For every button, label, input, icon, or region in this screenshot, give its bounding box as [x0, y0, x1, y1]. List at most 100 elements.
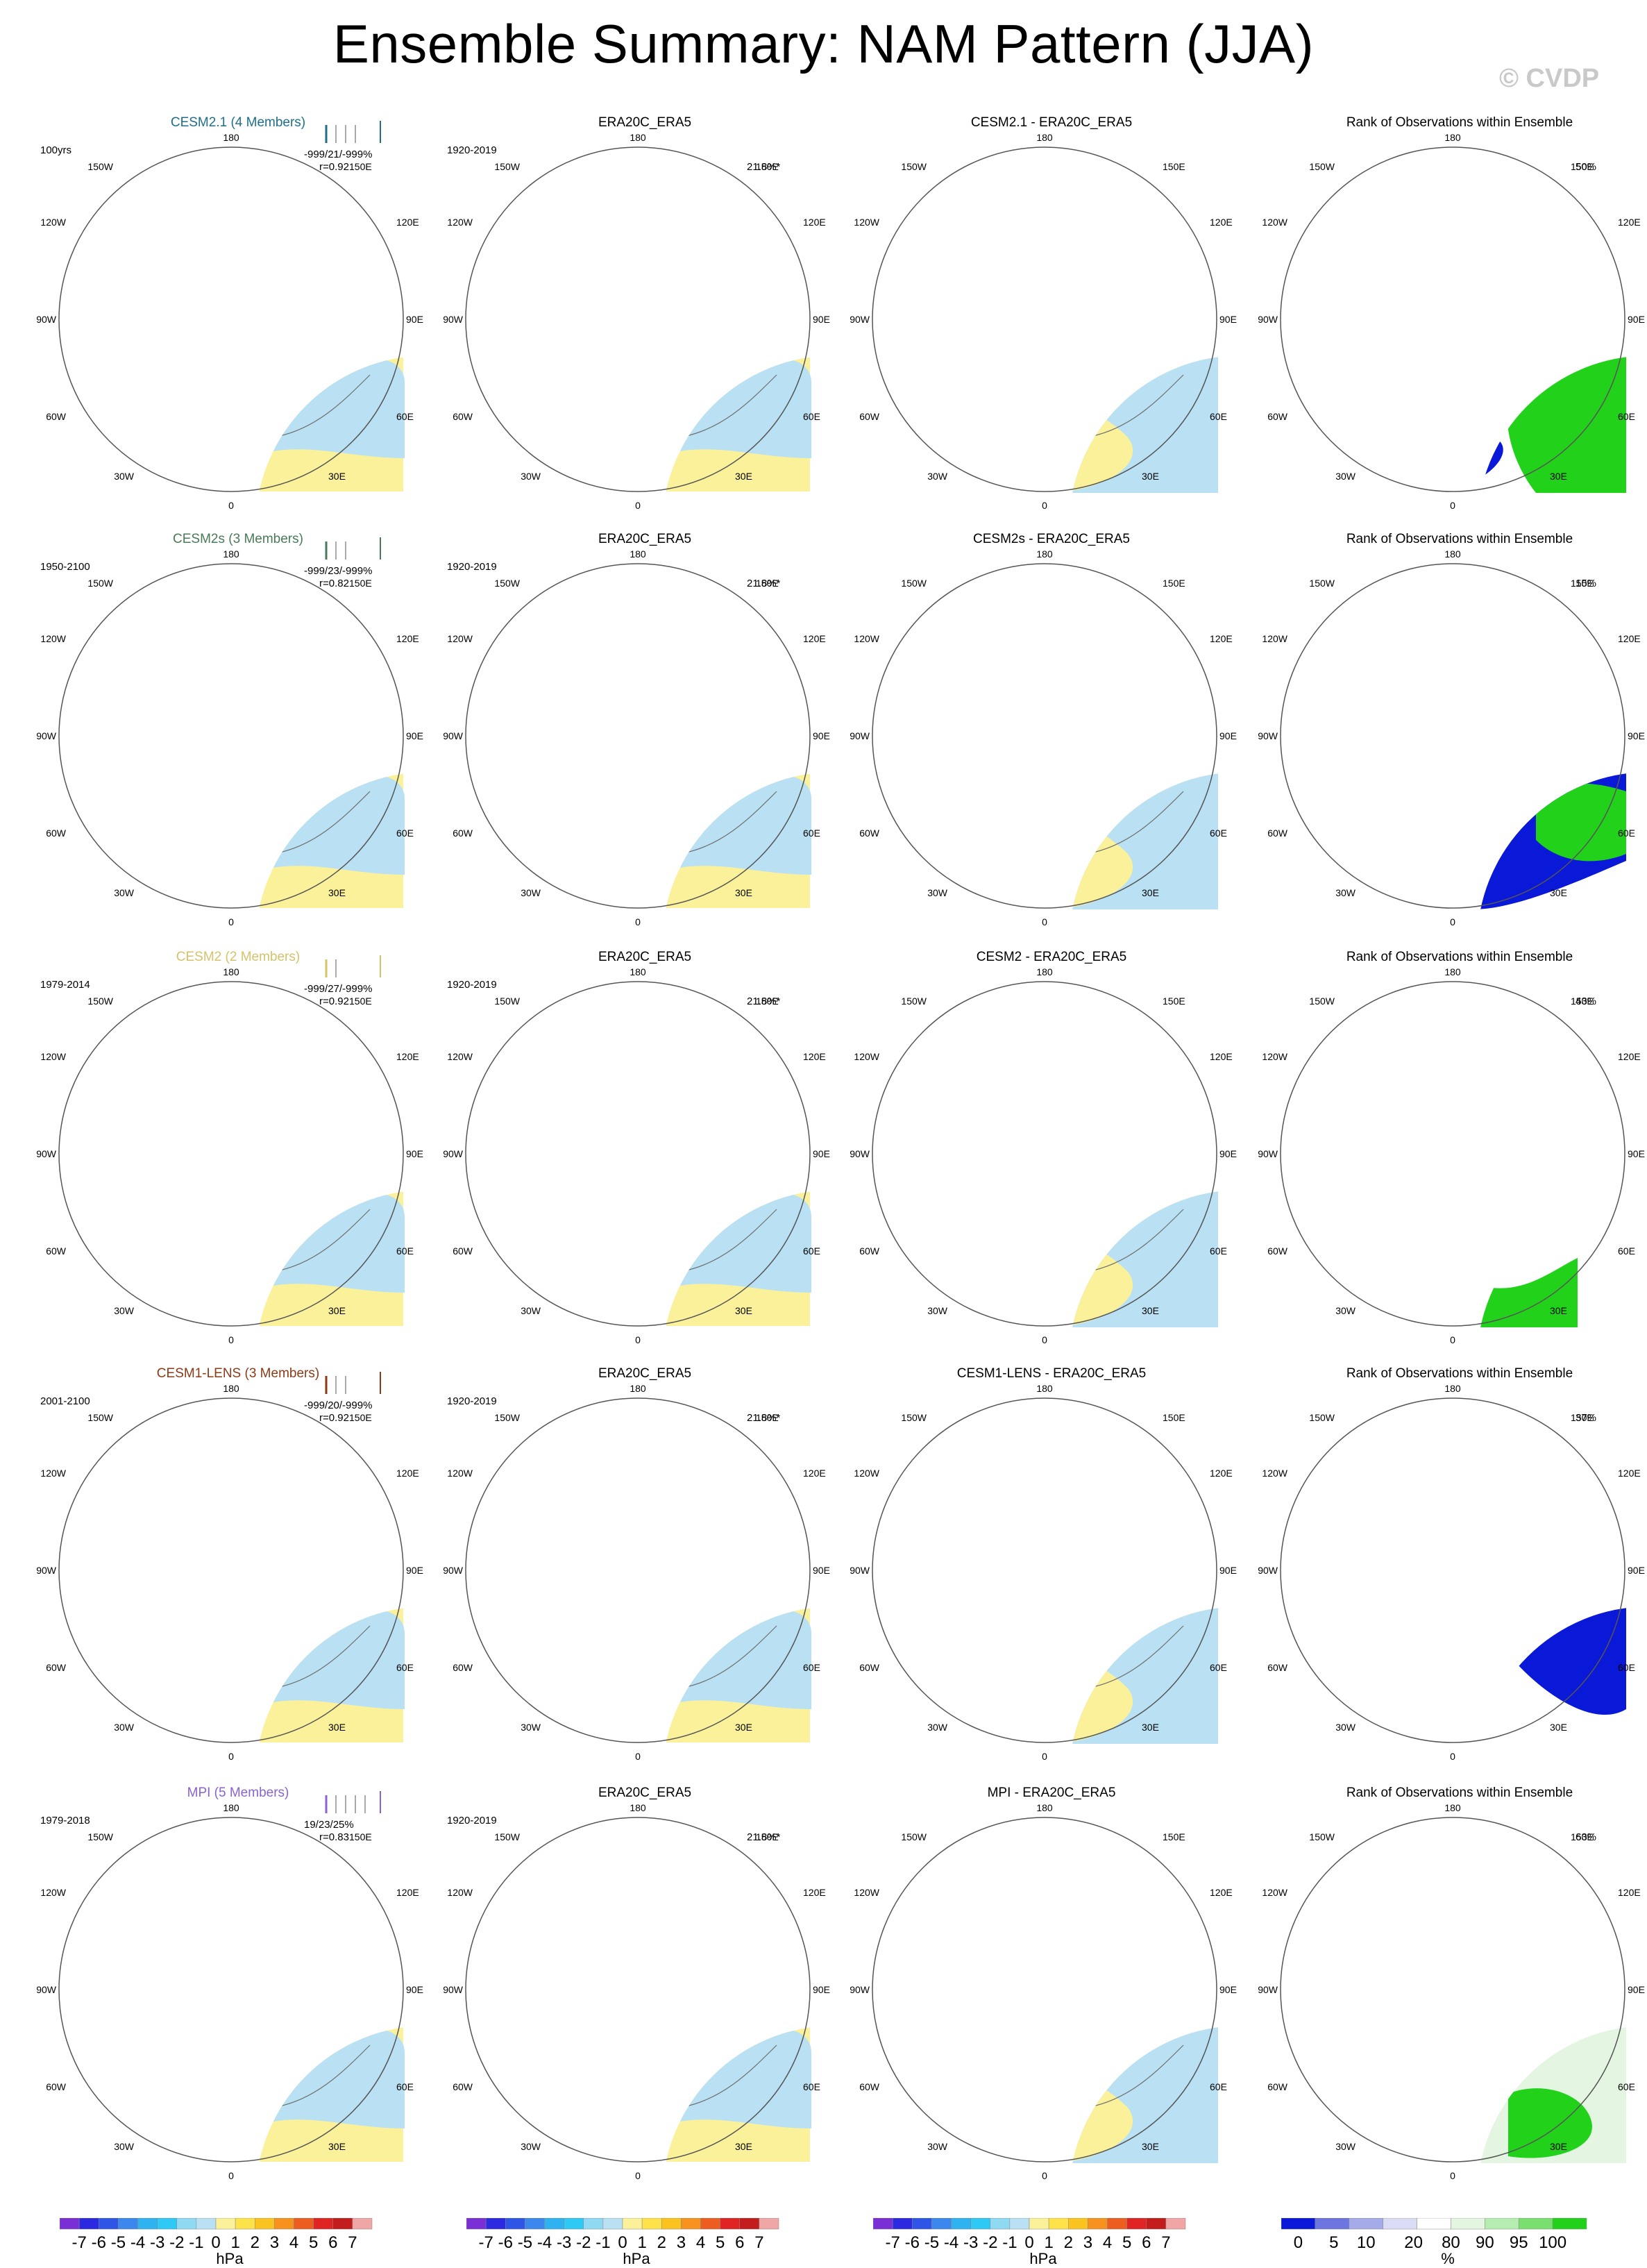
longitude-label: 30E [1142, 1722, 1159, 1733]
colorbar-swatch [60, 2218, 80, 2230]
polar-map [465, 563, 811, 909]
longitude-label: 90E [813, 1984, 830, 1995]
longitude-label: 150W [1309, 1831, 1335, 1842]
longitude-label: 30E [328, 887, 346, 898]
longitude-label: 90E [813, 314, 830, 325]
longitude-label: 0 [1042, 2170, 1047, 2181]
longitude-label: 0 [635, 500, 641, 511]
longitude-label: 120E [1618, 1051, 1641, 1062]
longitude-label: 30W [927, 1722, 947, 1733]
colorbar-swatch [990, 2218, 1011, 2230]
map-field [662, 772, 811, 908]
longitude-label: 60E [803, 2081, 820, 2092]
longitude-label: 30W [1335, 471, 1355, 482]
rank-pct: 63% [1576, 1831, 1597, 1843]
longitude-label: 180 [630, 548, 646, 560]
longitude-label: 150W [1309, 1412, 1335, 1423]
colorbar-tick-label: -1 [189, 2233, 204, 2252]
ensemble-ticks [325, 121, 381, 143]
longitude-label: 90W [1258, 1148, 1278, 1159]
colorbar-swatch [255, 2218, 275, 2230]
panel-title: ERA20C_ERA5 [598, 1366, 692, 1381]
longitude-label: 90W [850, 1984, 870, 1995]
longitude-label: 0 [1042, 1751, 1047, 1762]
longitude-label: 120W [447, 1468, 473, 1479]
longitude-label: 90E [1628, 730, 1645, 741]
map-field [255, 772, 405, 908]
obs-pct: 21.8%* [747, 996, 781, 1007]
longitude-label: 90W [850, 314, 870, 325]
colorbar-tick-label: 95 [1509, 2233, 1528, 2252]
colorbar-tick-label: -7 [885, 2233, 900, 2252]
colorbar-swatch [622, 2218, 643, 2230]
longitude-label: 0 [1042, 916, 1047, 927]
longitude-label: 60W [453, 411, 473, 422]
longitude-label: 0 [635, 1751, 641, 1762]
polar-map [1280, 146, 1626, 493]
colorbar-tick-label: 10 [1356, 2233, 1376, 2252]
colorbar-swatch [1088, 2218, 1108, 2230]
colorbar-swatch [681, 2218, 701, 2230]
longitude-label: 150E [756, 1412, 779, 1423]
colorbar-swatches [873, 2218, 1186, 2230]
longitude-label: 120E [1618, 1468, 1641, 1479]
panel-title: Rank of Observations within Ensemble [1346, 532, 1573, 546]
polar-map [465, 981, 811, 1327]
colorbar-swatch [157, 2218, 177, 2230]
longitude-label: 30E [1142, 471, 1159, 482]
longitude-label: 60W [1267, 411, 1287, 422]
colorbar-tick-label: -3 [963, 2233, 979, 2252]
panel-model-row-1: CESM2.1 (4 Members) 180 0 150W 150E 120W 120E 9… [35, 111, 441, 528]
panel-diff-row-4: CESM1-LENS - ERA20C_ERA5 180 0 150W 150E 120W… [848, 1362, 1255, 1779]
period-label: 2001-2100 [40, 1395, 90, 1407]
panel-rank-row-5: Rank of Observations within Ensemble 180 0… [1256, 1781, 1647, 2198]
map-field [662, 1606, 811, 1742]
longitude-label: 60W [859, 2081, 879, 2092]
colorbar-swatch [720, 2218, 740, 2230]
longitude-label: 60E [803, 1245, 820, 1257]
longitude-label: 120E [803, 1051, 826, 1062]
panel-diff-row-1: CESM2.1 - ERA20C_ERA5 180 0 150W 150E 120W 120… [848, 111, 1255, 528]
longitude-label: 150E [1571, 996, 1594, 1007]
longitude-label: 120W [854, 1051, 879, 1062]
longitude-label: 0 [635, 916, 641, 927]
panel-title: CESM1-LENS (3 Members) [156, 1366, 320, 1381]
panel-obs-row-1: ERA20C_ERA5 180 0 150W 150E 120W 120E 90W 90E 60W… [441, 111, 848, 528]
longitude-label: 0 [1450, 916, 1455, 927]
colorbar-swatch [700, 2218, 720, 2230]
longitude-label: 90W [443, 730, 463, 741]
longitude-label: 30W [1335, 1722, 1355, 1733]
colorbar-unit: % [1441, 2250, 1455, 2267]
longitude-label: 90W [1258, 730, 1278, 741]
longitude-label: 90W [1258, 1565, 1278, 1576]
colorbar-tick-label: 4 [1102, 2233, 1113, 2252]
longitude-label: 60E [1618, 828, 1635, 839]
longitude-label: 150W [494, 1412, 520, 1423]
longitude-label: 0 [228, 2170, 234, 2181]
map-field [662, 355, 811, 492]
colorbar-unit: hPa [623, 2250, 650, 2267]
longitude-label: 90E [1219, 1148, 1237, 1159]
longitude-label: 60W [1267, 2081, 1287, 2092]
longitude-label: 150W [87, 1831, 113, 1842]
longitude-label: 150W [1309, 578, 1335, 589]
colorbar-swatch [931, 2218, 952, 2230]
colorbar-swatch [759, 2218, 779, 2230]
colorbar-swatch [176, 2218, 197, 2230]
colorbar-swatch [1518, 2218, 1553, 2230]
colorbar-tick-label: 6 [1142, 2233, 1151, 2252]
panel-title: CESM2s - ERA20C_ERA5 [973, 532, 1130, 546]
longitude-label: 60W [453, 828, 473, 839]
longitude-label: 30W [114, 887, 134, 898]
colorbar-swatch [1068, 2218, 1088, 2230]
longitude-label: 120E [1618, 217, 1641, 228]
longitude-label: 120E [396, 1051, 419, 1062]
longitude-label: 30E [328, 1305, 346, 1316]
longitude-label: 0 [228, 1751, 234, 1762]
longitude-label: 30W [521, 1305, 541, 1316]
longitude-label: 90E [1628, 1984, 1645, 1995]
colorbar-tick-label: 6 [328, 2233, 338, 2252]
colorbar-swatch [661, 2218, 682, 2230]
longitude-label: 90W [36, 314, 56, 325]
longitude-label: 150E [1163, 1412, 1185, 1423]
